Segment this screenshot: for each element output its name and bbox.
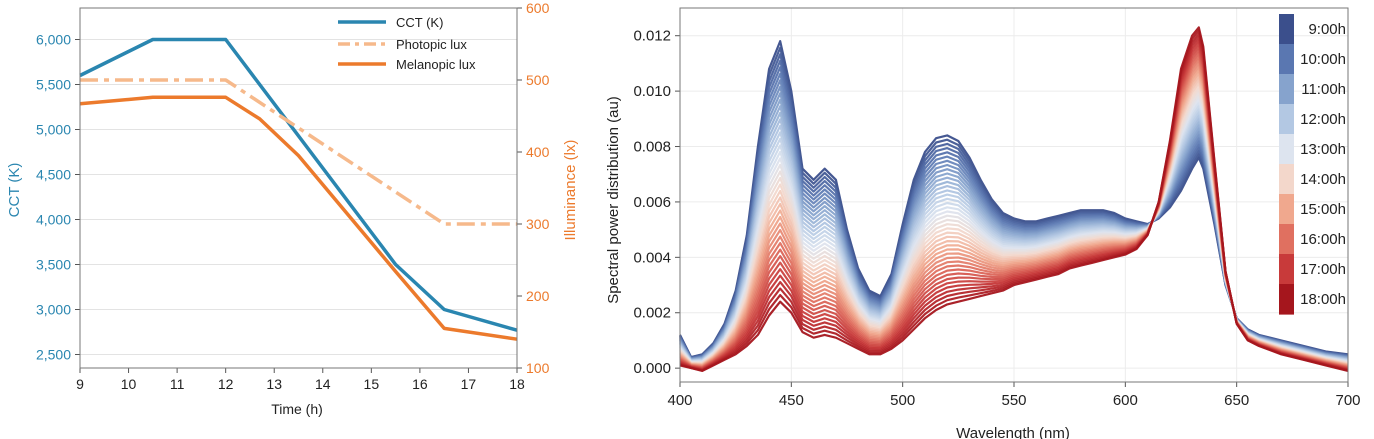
c1-y-tick-label: 3,000 [36, 302, 71, 318]
c2-x-tick-label: 700 [1335, 392, 1360, 409]
c2-colorbar-label: 16:00h [1300, 231, 1346, 248]
c1-y-tick-label: 2,500 [36, 347, 71, 363]
c2-x-tick-label: 650 [1224, 392, 1249, 409]
c2-y-axis-label: Spectral power distribution (au) [605, 96, 622, 304]
c2-colorbar-label: 11:00h [1301, 81, 1346, 98]
c2-interpolated-line [679, 53, 1349, 359]
c2-series-line-18h [679, 26, 1349, 372]
c2-colorbar-segment [1279, 74, 1294, 105]
cct-illuminance-chart: 2,500 3,000 3,500 4,000 4,500 5,000 5,500 6,000… [6, 0, 579, 417]
c2-colorbar-label: 17:00h [1300, 261, 1346, 278]
c1-y2-tick-label: 600 [526, 0, 550, 16]
c2-colorbar-segment [1279, 164, 1294, 195]
c2-axes: 400 450 500 550 600 650 700 0.000 0.002 0.004 0.00… [633, 7, 1361, 409]
c2-x-axis-label: Wavelength (nm) [956, 425, 1070, 439]
c2-interpolated-line [679, 46, 1349, 359]
spectral-power-chart: 400 450 500 550 600 650 700 0.000 0.002 0.004 0.00… [605, 7, 1361, 439]
c2-colorbar-label: 9:00h [1308, 21, 1346, 38]
c1-y-tick-label: 5,500 [36, 77, 71, 93]
c2-colorbar-segment [1279, 254, 1294, 285]
c1-axes: 2,500 3,000 3,500 4,000 4,500 5,000 5,500 6,000… [36, 0, 550, 392]
c1-x-tick-label: 11 [170, 376, 185, 392]
c1-series-layer [79, 37, 518, 341]
c1-legend: CCT (K) Photopic lux Melanopic lux [338, 15, 476, 72]
c2-x-tick-label: 550 [1001, 392, 1026, 409]
c1-x-tick-label: 12 [218, 376, 234, 392]
c1-x-tick-label: 18 [509, 376, 525, 392]
c2-colorbar-segment [1279, 284, 1294, 315]
c1-y-axis-label: CCT (K) [6, 163, 23, 218]
c2-y-tick-label: 0.002 [633, 305, 671, 322]
c1-y-tick-label: 5,000 [36, 122, 71, 138]
c2-colorbar-segment [1279, 194, 1294, 225]
c2-colorbar-segment [1279, 104, 1294, 135]
c1-x-tick-label: 16 [412, 376, 428, 392]
c2-series-layer [679, 26, 1349, 372]
c1-series-line-cct-k [79, 37, 518, 332]
c2-colorbar: 9:00h 10:00h 11:00h 12:00h 13:00h 14:00h 15:00… [1279, 14, 1346, 315]
c2-y-tick-label: 0.000 [633, 360, 671, 377]
c1-x-tick-label: 15 [364, 376, 380, 392]
c1-y2-axis-label: Illuminance (lx) [562, 140, 579, 241]
c2-colorbar-label: 13:00h [1300, 141, 1346, 158]
c1-legend-label: Photopic lux [396, 37, 467, 52]
c2-series-line-9h [679, 40, 1349, 359]
c1-y-tick-label: 4,000 [36, 212, 71, 228]
c1-y2-tick-label: 500 [526, 72, 550, 88]
c2-colorbar-segment [1279, 44, 1294, 75]
c2-x-tick-label: 450 [779, 392, 804, 409]
c1-x-tick-label: 17 [461, 376, 477, 392]
c1-x-tick-label: 10 [121, 376, 137, 392]
c2-colorbar-label: 14:00h [1300, 171, 1346, 188]
c2-plot-frame [679, 7, 1349, 383]
c1-x-tick-label: 9 [76, 376, 84, 392]
c2-x-tick-label: 600 [1113, 392, 1138, 409]
c1-y-tick-label: 6,000 [36, 32, 71, 48]
c2-x-tick-label: 400 [667, 392, 692, 409]
c2-colorbar-segment [1279, 134, 1294, 165]
c1-y-tick-label: 3,500 [36, 257, 71, 273]
c2-y-tick-label: 0.004 [633, 249, 671, 266]
c2-y-tick-label: 0.010 [633, 83, 671, 100]
c1-y2-tick-label: 300 [526, 216, 550, 232]
c2-colorbar-label: 15:00h [1300, 201, 1346, 218]
c2-colorbar-label: 18:00h [1300, 291, 1346, 308]
c2-x-tick-label: 500 [890, 392, 915, 409]
c1-y2-tick-label: 400 [526, 144, 550, 160]
c2-colorbar-segment [1279, 14, 1294, 45]
c1-plot-frame [79, 7, 518, 369]
c1-legend-label: Melanopic lux [396, 57, 476, 72]
c1-x-axis-label: Time (h) [271, 401, 323, 417]
c2-y-tick-label: 0.012 [633, 28, 671, 45]
c1-y2-tick-label: 200 [526, 288, 550, 304]
c2-y-tick-label: 0.008 [633, 139, 671, 156]
c2-colorbar-label: 12:00h [1300, 111, 1346, 128]
c1-legend-label: CCT (K) [396, 15, 443, 30]
c2-interpolated-line [679, 66, 1349, 360]
c1-gridlines [80, 39, 517, 355]
c2-colorbar-label: 10:00h [1300, 51, 1346, 68]
c1-x-tick-label: 13 [266, 376, 282, 392]
c1-y-tick-label: 4,500 [36, 167, 71, 183]
c2-colorbar-segment [1279, 224, 1294, 255]
c1-series-line-melanopic-lux [79, 95, 518, 341]
c1-series-line-photopic-lux [80, 78, 517, 226]
c1-x-tick-label: 14 [315, 376, 331, 392]
c2-y-tick-label: 0.006 [633, 194, 671, 211]
c1-y2-tick-label: 100 [526, 360, 550, 376]
